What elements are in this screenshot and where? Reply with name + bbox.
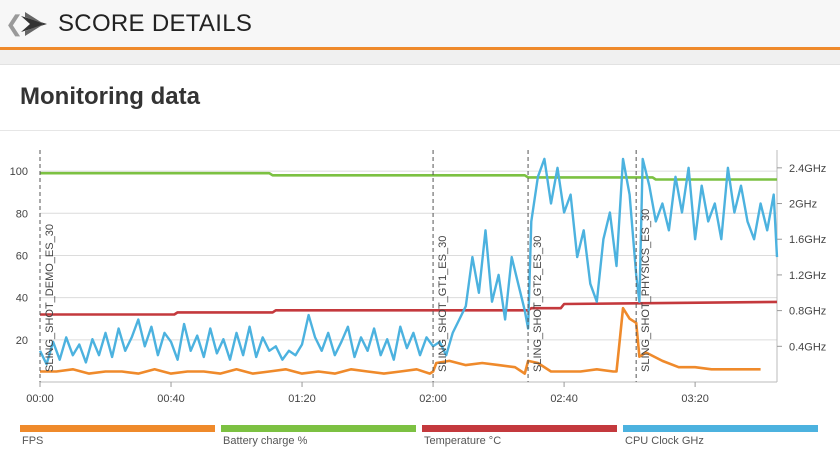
legend-label: Temperature °C <box>424 435 502 447</box>
test-marker-label: SLING_SHOT_GT1_ES_30 <box>437 236 449 372</box>
monitoring-chart: 20 40 60 80 100 00:00 00:40 01:20 02:00 02:40 03:2… <box>10 150 826 405</box>
legend-label: Battery charge % <box>223 435 308 447</box>
legend-item: FPS <box>20 423 215 455</box>
y2-tick-label: 0.8GHz <box>789 306 826 318</box>
x-tick-label: 02:40 <box>550 393 578 405</box>
legend-swatch <box>221 425 416 432</box>
card-title: Monitoring data <box>20 83 200 110</box>
y-tick-label: 80 <box>16 208 28 220</box>
legend-swatch <box>422 425 617 432</box>
top-bar: ❮ SCORE DETAILS <box>0 0 840 50</box>
3dmark-logo-icon <box>21 12 47 36</box>
y2-tick-label: 1.6GHz <box>789 234 826 246</box>
legend-label: FPS <box>22 435 44 447</box>
x-tick-label: 03:20 <box>681 393 709 405</box>
legend-swatch <box>623 425 818 432</box>
card-header: Monitoring data <box>0 65 840 131</box>
series-battery-charge <box>40 171 777 181</box>
x-tick-label: 01:20 <box>288 393 316 405</box>
page-title: SCORE DETAILS <box>58 10 253 37</box>
test-marker-label: SLING_SHOT_DEMO_ES_30 <box>44 224 56 372</box>
legend-swatch <box>20 425 215 432</box>
x-tick-label: 02:00 <box>419 393 447 405</box>
legend-label: CPU Clock GHz <box>625 435 704 447</box>
y-tick-label: 20 <box>16 335 28 347</box>
legend-item: Battery charge % <box>221 423 416 455</box>
legend-item: CPU Clock GHz <box>623 423 818 455</box>
chevron-left-icon: ❮ <box>5 12 24 37</box>
y2-tick-label: 2.4GHz <box>789 163 826 175</box>
monitoring-card: Monitoring data <box>0 64 840 455</box>
test-marker-label: SLING_SHOT_GT2_ES_30 <box>532 236 544 372</box>
y-tick-label: 100 <box>10 166 28 178</box>
series-fps <box>40 306 761 375</box>
y2-tick-label: 0.4GHz <box>789 341 826 353</box>
y-tick-label: 40 <box>16 293 28 305</box>
legend: FPS Battery charge % Temperature °C CPU Clo… <box>0 423 840 455</box>
series-cpu-clock-ghz <box>38 157 779 366</box>
x-tick-label: 00:40 <box>157 393 185 405</box>
y2-tick-label: 1.2GHz <box>789 270 826 282</box>
back-button[interactable]: ❮ <box>5 14 23 36</box>
y2-tick-label: 2GHz <box>789 199 817 211</box>
x-tick-label: 00:00 <box>26 393 54 405</box>
y-tick-label: 60 <box>16 250 28 262</box>
test-marker-label: SLING_SHOT_PHYSICS_ES_30 <box>640 209 652 372</box>
legend-item: Temperature °C <box>422 423 617 455</box>
series-temperature-c <box>40 300 778 316</box>
